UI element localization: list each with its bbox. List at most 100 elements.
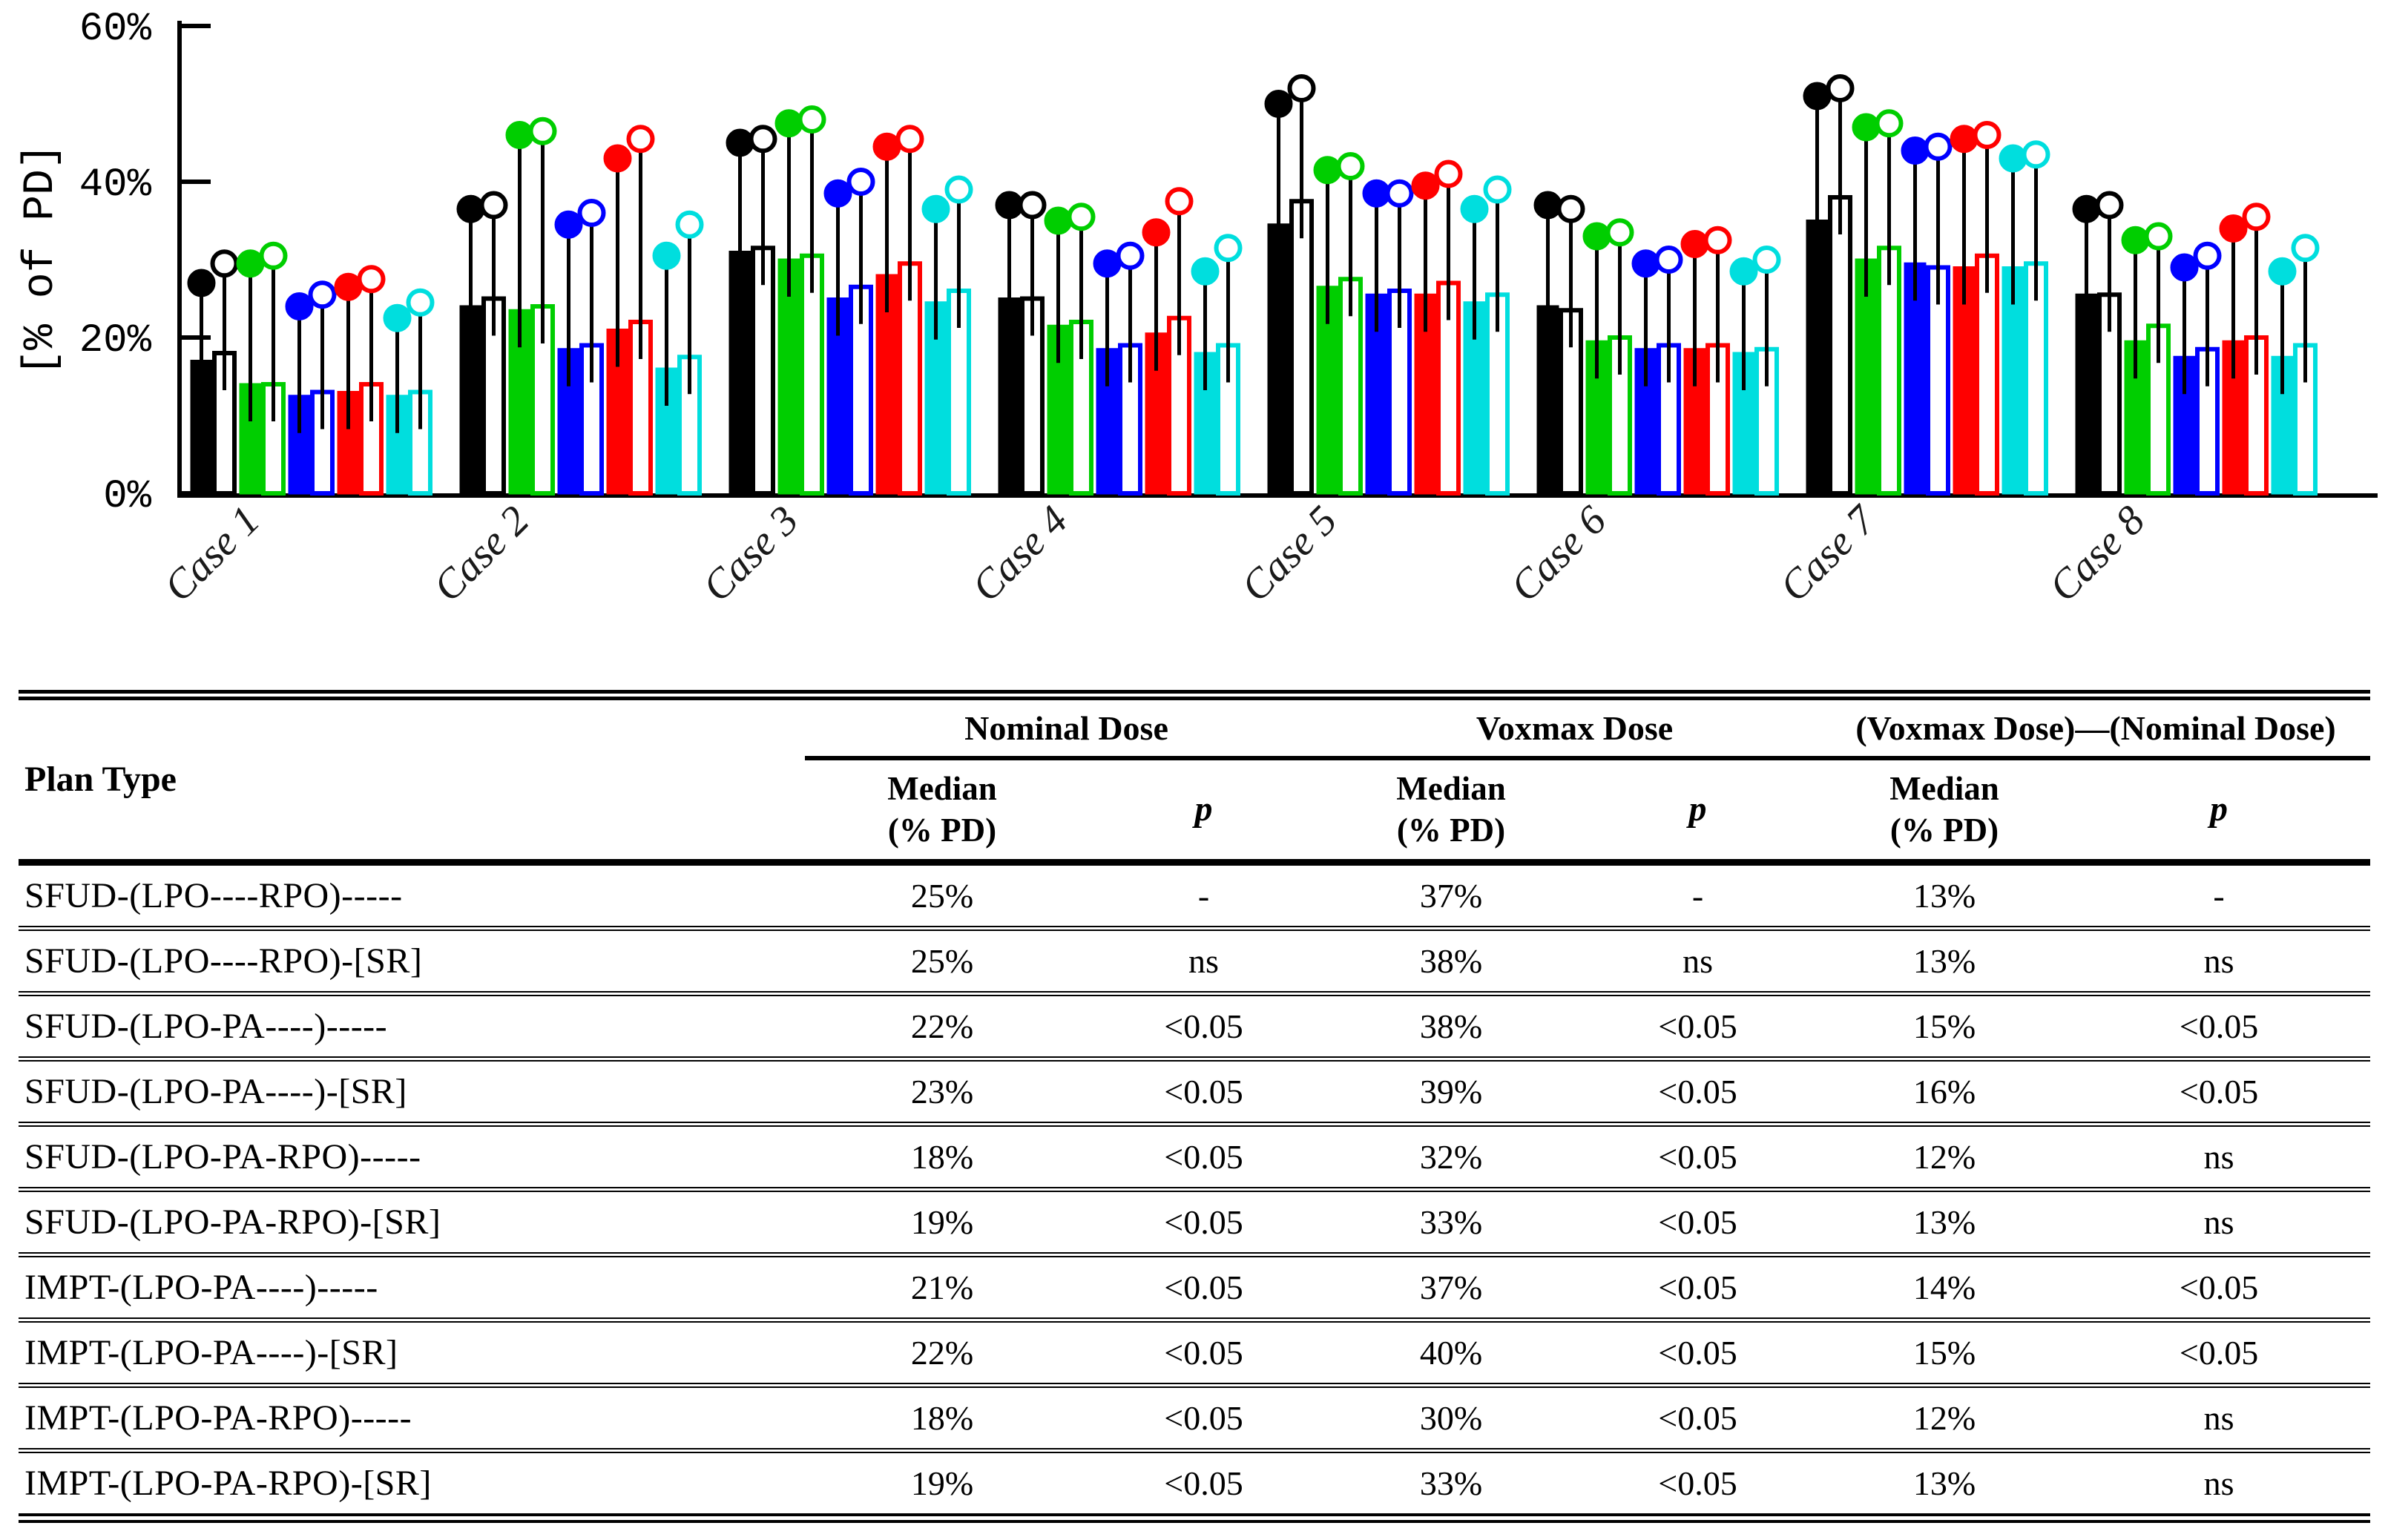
plan-type-cell: IMPT-(LPO-PA-RPO)----- [24, 1398, 412, 1438]
y-axis-title: [% of PD] [17, 143, 65, 375]
median-value-cell: 15% [1912, 1333, 1976, 1372]
nominal-dose-bar [1267, 223, 1290, 495]
voxmax-dose-marker [626, 125, 655, 154]
p-value-cell: <0.05 [1164, 1072, 1243, 1110]
voxmax-dose-marker [285, 292, 314, 320]
voxmax-dose-marker [334, 272, 363, 301]
median-value-cell: 13% [1912, 1464, 1976, 1502]
nominal-median-header: Median (% PD) [887, 770, 997, 849]
voxmax-dose-marker [2193, 241, 2222, 270]
voxmax-dose-marker [921, 194, 950, 223]
table-row: SFUD-(LPO----RPO)-[SR] 25% ns 38% ns 13% ns [19, 928, 2371, 993]
table-row: IMPT-(LPO-PA-RPO)----- 18% <0.05 30% <0.05 12… [19, 1385, 2371, 1450]
p-value-cell: ns [1683, 941, 1713, 980]
voxmax-dose-marker [1654, 246, 1683, 274]
table-row: IMPT-(LPO-PA----)-[SR] 22% <0.05 40% <0.05 15… [19, 1320, 2371, 1385]
voxmax-dose-marker [505, 121, 534, 149]
p-value-cell: <0.05 [1164, 1137, 1243, 1176]
nominal-dose-bar [1828, 195, 1852, 496]
voxmax-dose-marker [1875, 109, 1904, 138]
p-value-cell: <0.05 [1658, 1202, 1737, 1241]
table-row: SFUD-(LPO-PA----)-[SR] 23% <0.05 39% <0.05 16… [19, 1059, 2371, 1124]
voxmax-dose-marker [1018, 191, 1047, 220]
median-value-cell: 13% [1912, 876, 1976, 915]
voxmax-dose-marker [872, 132, 901, 161]
median-value-cell: 16% [1912, 1072, 1976, 1110]
voxmax-dose-marker [1924, 132, 1953, 161]
voxmax-dose-marker [1483, 175, 1512, 204]
case-label: Case 2 [424, 497, 538, 611]
nominal-dose-bar [2001, 266, 2024, 495]
voxmax-dose-marker [774, 109, 803, 138]
case-label: Case 5 [1232, 497, 1346, 611]
dose-bar-chart: 0% 20% 40% 60% [% of PD] Case 1 Case 2 Case 3 Ca… [17, 7, 2378, 611]
voxmax-dose-marker [1605, 218, 1634, 247]
median-value-cell: 25% [910, 876, 974, 915]
nominal-dose-bar [408, 389, 432, 496]
case-label: Case 1 [155, 497, 269, 611]
median-value-cell: 33% [1419, 1202, 1483, 1241]
median-value-cell: 22% [910, 1007, 974, 1045]
table-row: SFUD-(LPO-PA-RPO)-[SR] 19% <0.05 33% <0.05 13… [19, 1189, 2371, 1254]
dose-summary-table: Plan Type Nominal Dose Voxmax Dose (Voxm… [19, 690, 2371, 1523]
voxmax-dose-marker [357, 265, 386, 294]
case-group: Case 5 [1232, 74, 1512, 611]
case-label: Case 7 [1771, 496, 1885, 611]
p-value-cell: <0.05 [1658, 1007, 1737, 1045]
case-group: Case 7 [1771, 74, 2050, 611]
p-value-cell: - [1691, 876, 1704, 915]
voxmax-dose-marker [383, 303, 412, 332]
voxmax-dose-marker [2022, 140, 2050, 169]
p-value-cell: - [1197, 876, 1210, 915]
voxmax-dose-marker [797, 105, 826, 134]
voxmax-dose-marker [1214, 234, 1243, 263]
nominal-dose-bar [777, 258, 800, 495]
plan-type-cell: IMPT-(LPO-PA----)----- [24, 1267, 378, 1307]
case-label: Case 8 [2040, 497, 2154, 611]
voxmax-dose-marker [1901, 136, 1930, 165]
voxmax-dose-marker [1703, 226, 1732, 254]
voxmax-dose-marker [406, 288, 435, 317]
plan-type-cell: SFUD-(LPO-PA----)----- [24, 1006, 388, 1046]
p-value-cell: <0.05 [1658, 1268, 1737, 1306]
voxmax-dose-marker [1411, 171, 1440, 200]
p-value-cell: <0.05 [1658, 1464, 1737, 1502]
median-value-cell: 14% [1912, 1268, 1976, 1306]
voxmax-dose-marker [236, 249, 265, 278]
case-group: Case 3 [694, 105, 973, 611]
voxmax-dose-marker [1434, 159, 1463, 188]
p-value-cell: <0.05 [2179, 1007, 2259, 1045]
voxmax-dose-marker [895, 125, 924, 154]
p-value-cell: <0.05 [1658, 1398, 1737, 1437]
voxmax-dose-marker [2121, 226, 2150, 254]
voxmax-dose-marker [2268, 257, 2297, 286]
table-row: SFUD-(LPO----RPO)----- 25% - 37% - 13% - [19, 862, 2371, 928]
nominal-p-header: p [1194, 789, 1213, 829]
nominal-dose-bar [1904, 262, 1927, 495]
voxmax-dose-marker [1631, 249, 1660, 278]
median-value-cell: 30% [1419, 1398, 1483, 1437]
case-group: Case 6 [1501, 191, 1781, 611]
voxmax-dose-marker [2144, 222, 2173, 251]
voxmax-dose-marker [944, 175, 973, 204]
voxmax-dose-marker [823, 179, 852, 208]
difference-dose-header: (Voxmax Dose)—(Nominal Dose) [1821, 695, 2371, 761]
voxmax-dose-marker [1680, 230, 1709, 258]
median-value-cell: 38% [1419, 1007, 1483, 1045]
case-group: Case 4 [963, 187, 1243, 611]
median-value-cell: 18% [910, 1398, 974, 1437]
voxmax-dose-marker [2219, 214, 2248, 243]
median-value-cell: 33% [1419, 1464, 1483, 1502]
voxmax-dose-marker [479, 191, 508, 220]
p-value-cell: <0.05 [2179, 1268, 2259, 1306]
nominal-dose-bar [849, 284, 873, 496]
p-value-cell: <0.05 [2179, 1072, 2259, 1110]
table-row: SFUD-(LPO-PA-RPO)----- 18% <0.05 32% <0.05 12… [19, 1124, 2371, 1189]
voxmax-dose-marker [1067, 203, 1096, 231]
p-value-cell: <0.05 [1658, 1072, 1737, 1110]
p-value-cell: ns [2203, 941, 2234, 980]
voxmax-dose-marker [1313, 156, 1342, 185]
voxmax-dose-marker [1191, 257, 1220, 286]
voxmax-dose-marker [1116, 241, 1145, 270]
table-header: Plan Type Nominal Dose Voxmax Dose (Voxm… [19, 695, 2371, 862]
